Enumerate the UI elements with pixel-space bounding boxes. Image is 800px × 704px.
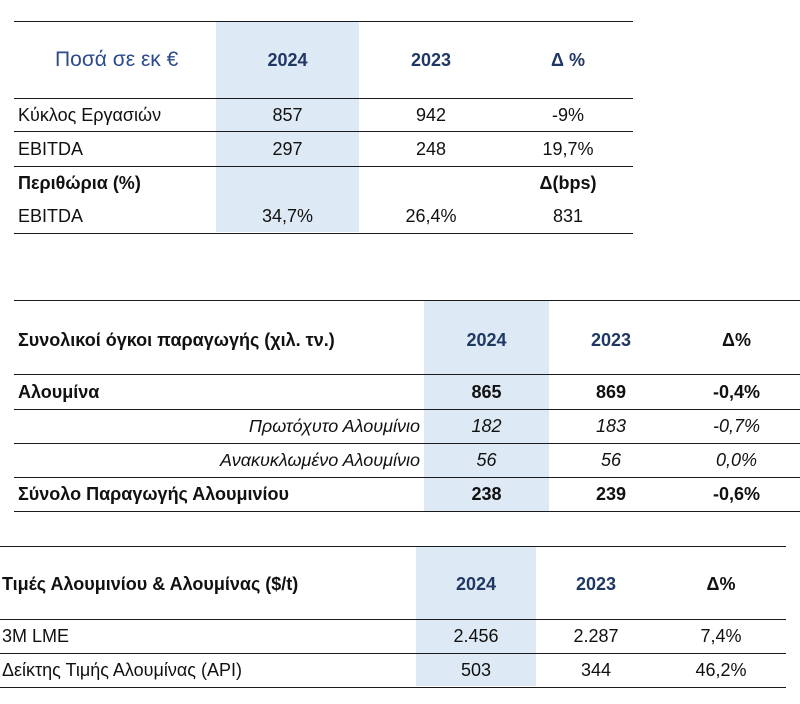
- table-rule: [14, 374, 800, 375]
- value-delta: -0,7%: [712, 416, 761, 436]
- table-rule: [14, 409, 800, 410]
- value-2024: 297: [272, 138, 303, 159]
- prices-header-label: Τιμές Αλουμινίου & Αλουμίνας ($/t): [2, 573, 299, 594]
- row-label: Σύνολο Παραγωγής Αλουμινίου: [18, 484, 290, 504]
- col-delta-header: Δ%: [706, 573, 736, 594]
- value-2024: 503: [460, 660, 492, 680]
- value-delta: Δ(bps): [539, 172, 597, 193]
- row-label: EBITDA: [18, 205, 84, 226]
- value-2023: 56: [600, 450, 622, 470]
- value-delta: 19,7%: [542, 138, 594, 159]
- col-2023-header: 2023: [410, 49, 452, 70]
- table-rule: [14, 131, 633, 132]
- row-label: Κύκλος Εργασιών: [18, 104, 162, 125]
- row-label: Πρωτόχυτο Αλουμίνιο: [248, 416, 420, 436]
- value-2024: 56: [476, 450, 497, 470]
- value-delta: -0,6%: [712, 484, 761, 504]
- value-delta: 831: [552, 205, 584, 226]
- table-rule: [14, 477, 800, 478]
- table-rule: [14, 511, 800, 512]
- table-rule: [0, 653, 786, 654]
- section-label: Περιθώρια (%): [18, 172, 141, 193]
- value-2023: 183: [595, 416, 627, 436]
- row-label: Δείκτης Τιμής Αλουμίνας (API): [2, 660, 242, 680]
- value-2024: 182: [471, 416, 502, 436]
- value-delta: -0,4%: [712, 381, 761, 402]
- table-rule: [14, 443, 800, 444]
- value-2023: 942: [415, 104, 447, 125]
- highlight-2024-column: [216, 21, 359, 232]
- value-delta: 46,2%: [695, 660, 747, 680]
- table-rule: [14, 300, 800, 301]
- value-delta: -9%: [551, 104, 584, 125]
- production-header-label: Συνολικοί όγκοι παραγωγής (χιλ. τν.): [18, 329, 335, 350]
- highlight-2024-column: [416, 546, 536, 686]
- row-label: EBITDA: [18, 138, 84, 159]
- row-label: 3M LME: [2, 626, 70, 646]
- col-2023-header: 2023: [590, 329, 632, 350]
- highlight-2024-column: [424, 300, 549, 511]
- amounts-header-label: Ποσά σε εκ €: [55, 48, 179, 71]
- table-rule: [0, 546, 786, 547]
- value-2024: 2.456: [453, 626, 499, 646]
- value-2023: 239: [595, 484, 627, 504]
- table-rule: [14, 233, 633, 234]
- col-2024-header: 2024: [267, 49, 308, 70]
- value-2024: 238: [471, 484, 502, 504]
- table-rule: [0, 619, 786, 620]
- value-2024: 34,7%: [261, 205, 314, 226]
- value-delta: 7,4%: [700, 626, 742, 646]
- value-delta: 0,0%: [715, 450, 758, 470]
- value-2023: 869: [595, 381, 627, 402]
- col-2023-header: 2023: [575, 573, 617, 594]
- value-2024: 865: [471, 381, 502, 402]
- col-delta-header: Δ %: [551, 49, 585, 70]
- value-2023: 26,4%: [405, 205, 457, 226]
- table-rule: [0, 687, 786, 688]
- table-rule: [14, 98, 633, 99]
- col-delta-header: Δ%: [722, 329, 751, 350]
- value-2023: 2.287: [573, 626, 619, 646]
- value-2023: 248: [415, 138, 447, 159]
- table-rule: [14, 166, 633, 167]
- row-label: Ανακυκλωμένο Αλουμίνιο: [220, 450, 420, 470]
- col-2024-header: 2024: [455, 573, 497, 594]
- value-2023: 344: [580, 660, 612, 680]
- table-rule: [14, 21, 633, 22]
- col-2024-header: 2024: [466, 329, 507, 350]
- value-2024: 857: [272, 104, 303, 125]
- row-label: Αλουμίνα: [18, 381, 100, 402]
